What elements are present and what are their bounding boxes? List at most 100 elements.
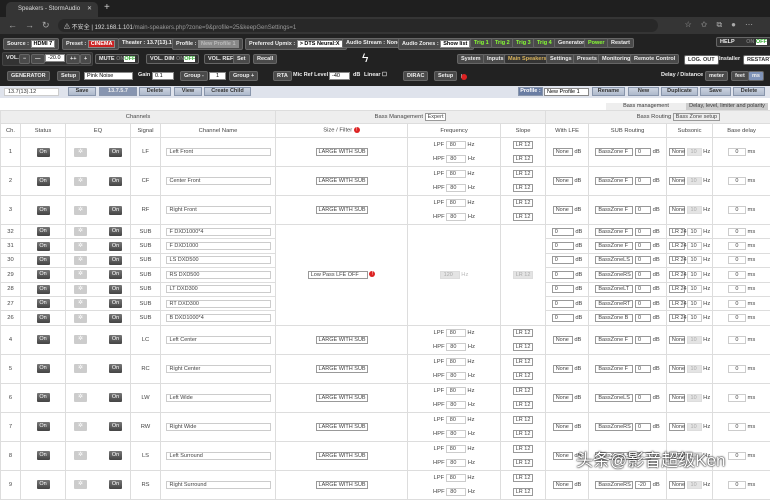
hpf-slope-select[interactable]: LR 12 [513, 488, 534, 496]
mute-toggle[interactable]: MUTE ONOFF [95, 54, 139, 64]
lpf-input[interactable]: 80 [446, 358, 466, 366]
size-filter-select[interactable]: LARGE WITH SUB [316, 452, 368, 460]
eq-toggle[interactable]: On [109, 256, 122, 265]
hpf-slope-select[interactable]: LR 12 [513, 372, 534, 380]
bass-delay-input[interactable]: 0 [728, 336, 746, 344]
lpf-slope-select[interactable]: LR 12 [513, 358, 534, 366]
vol-ref-recall-button[interactable]: Recall [253, 54, 277, 64]
channel-name-input[interactable]: Left Center [166, 336, 271, 344]
feet-button[interactable]: feet [731, 71, 749, 81]
status-toggle[interactable]: On [37, 256, 50, 265]
routing-gain-select[interactable]: 0 [635, 314, 651, 322]
sub-routing-select[interactable]: BassZoneRS [595, 481, 633, 489]
channel-name-input[interactable]: F DXD1000*4 [166, 228, 271, 236]
sub-routing-select[interactable]: BassZoneLS [595, 394, 633, 402]
hpf-input[interactable]: 80 [446, 184, 466, 192]
subsonic-select[interactable]: None [669, 148, 685, 156]
channel-name-input[interactable]: Right Center [166, 365, 271, 373]
lpf-slope-select[interactable]: LR 12 [513, 445, 534, 453]
eq-toggle[interactable]: On [109, 177, 122, 186]
sub-routing-select[interactable]: BassZoneRS [595, 271, 633, 279]
lpf-input[interactable]: 80 [446, 170, 466, 178]
hpf-slope-select[interactable]: LR 12 [513, 155, 534, 163]
power-button[interactable]: Power [584, 38, 609, 48]
eq-settings-icon[interactable]: ✲ [74, 299, 87, 308]
eq-toggle[interactable]: On [109, 393, 122, 402]
volume-input[interactable]: -20.0 [45, 54, 65, 62]
status-toggle[interactable]: On [37, 451, 50, 460]
profile-rename-button[interactable]: Rename [592, 87, 625, 96]
audio-zones-select[interactable]: Audio Zones : Show list [398, 38, 474, 50]
bass-delay-input[interactable]: 0 [728, 394, 746, 402]
new-tab-icon[interactable]: + [104, 2, 110, 13]
restart-button[interactable]: Restart [607, 38, 634, 48]
channel-name-input[interactable]: Right Wide [166, 423, 271, 431]
dirac-setup-button[interactable]: Setup [434, 71, 457, 81]
group-input[interactable]: 1 [209, 72, 226, 80]
channel-name-input[interactable]: F DXD1000 [166, 242, 271, 250]
logout-button[interactable]: LOG. OUT [684, 55, 719, 65]
config-save-button[interactable]: Save [68, 87, 96, 96]
profile-duplicate-button[interactable]: Duplicate [661, 87, 698, 96]
routing-gain-select[interactable]: 0 [635, 365, 651, 373]
routing-gain-select[interactable]: 0 [635, 148, 651, 156]
lpf-slope-select[interactable]: LR 12 [513, 387, 534, 395]
subsonic-select[interactable]: LR 24 [669, 242, 685, 250]
eq-toggle[interactable]: On [109, 364, 122, 373]
lpf-input[interactable]: 80 [446, 329, 466, 337]
eq-settings-icon[interactable]: ✲ [74, 177, 87, 186]
routing-gain-select[interactable]: 0 [635, 177, 651, 185]
subsonic-freq-input[interactable]: 10 [687, 285, 702, 293]
hpf-input[interactable]: 80 [446, 401, 466, 409]
lpf-input[interactable]: 80 [446, 387, 466, 395]
bass-delay-input[interactable]: 0 [728, 148, 746, 156]
create-child-button[interactable]: Create Child [204, 87, 251, 96]
routing-gain-select[interactable]: 0 [635, 228, 651, 236]
nav-system[interactable]: System [457, 54, 485, 64]
linear-checkbox[interactable]: Linear ☐ [361, 71, 390, 79]
eq-toggle[interactable]: On [109, 227, 122, 236]
status-toggle[interactable]: On [37, 148, 50, 157]
bass-delay-input[interactable]: 0 [728, 177, 746, 185]
trig4-button[interactable]: Trig 4 [533, 38, 556, 48]
profile-save-button[interactable]: Save [700, 87, 731, 96]
nav-remote-control[interactable]: Remote Control [630, 54, 679, 64]
eq-toggle[interactable]: On [109, 285, 122, 294]
bass-delay-input[interactable]: 0 [728, 271, 746, 279]
eq-settings-icon[interactable]: ✲ [74, 314, 87, 323]
status-toggle[interactable]: On [37, 364, 50, 373]
with-lfe-select[interactable]: None [553, 481, 573, 489]
back-icon[interactable]: ← [8, 20, 17, 30]
lpf-slope-select[interactable]: LR 12 [513, 329, 534, 337]
bass-zone-setup-button[interactable]: Bass Zone setup [673, 113, 720, 121]
subsonic-select[interactable]: LR 24 [669, 271, 685, 279]
subsonic-select[interactable]: LR 24 [669, 228, 685, 236]
status-toggle[interactable]: On [37, 422, 50, 431]
vol-down-button[interactable]: − [19, 54, 30, 64]
channel-name-input[interactable]: Right Front [166, 206, 271, 214]
status-toggle[interactable]: On [37, 270, 50, 279]
hpf-slope-select[interactable]: LR 12 [513, 401, 534, 409]
subsonic-freq-input[interactable]: 10 [687, 300, 702, 308]
reload-icon[interactable]: ↻ [42, 20, 50, 31]
status-toggle[interactable]: On [37, 335, 50, 344]
sub-routing-select[interactable]: BassZone F [595, 177, 633, 185]
restart-app-button[interactable]: RESTART [743, 55, 770, 65]
sub-routing-select[interactable]: BassZone B [595, 314, 633, 322]
signal-select[interactable]: Pink Noise [84, 72, 133, 80]
vol-down-fast-button[interactable]: — [31, 54, 45, 64]
subsonic-select[interactable]: None [669, 394, 685, 402]
status-toggle[interactable]: On [37, 227, 50, 236]
routing-gain-select[interactable]: 0 [635, 206, 651, 214]
with-lfe-select[interactable]: 0 [552, 314, 574, 322]
vol-up-fast-button[interactable]: ++ [66, 54, 80, 64]
size-filter-select[interactable]: LARGE WITH SUB [316, 177, 368, 185]
help-toggle[interactable]: HELP ON OFF [716, 37, 770, 47]
eq-toggle[interactable]: On [109, 480, 122, 489]
hpf-slope-select[interactable]: LR 12 [513, 343, 534, 351]
subsonic-freq-input[interactable]: 10 [687, 228, 702, 236]
hpf-input[interactable]: 80 [446, 488, 466, 496]
routing-gain-select[interactable]: 0 [635, 242, 651, 250]
subsonic-select[interactable]: None [669, 481, 685, 489]
eq-toggle[interactable]: On [109, 422, 122, 431]
